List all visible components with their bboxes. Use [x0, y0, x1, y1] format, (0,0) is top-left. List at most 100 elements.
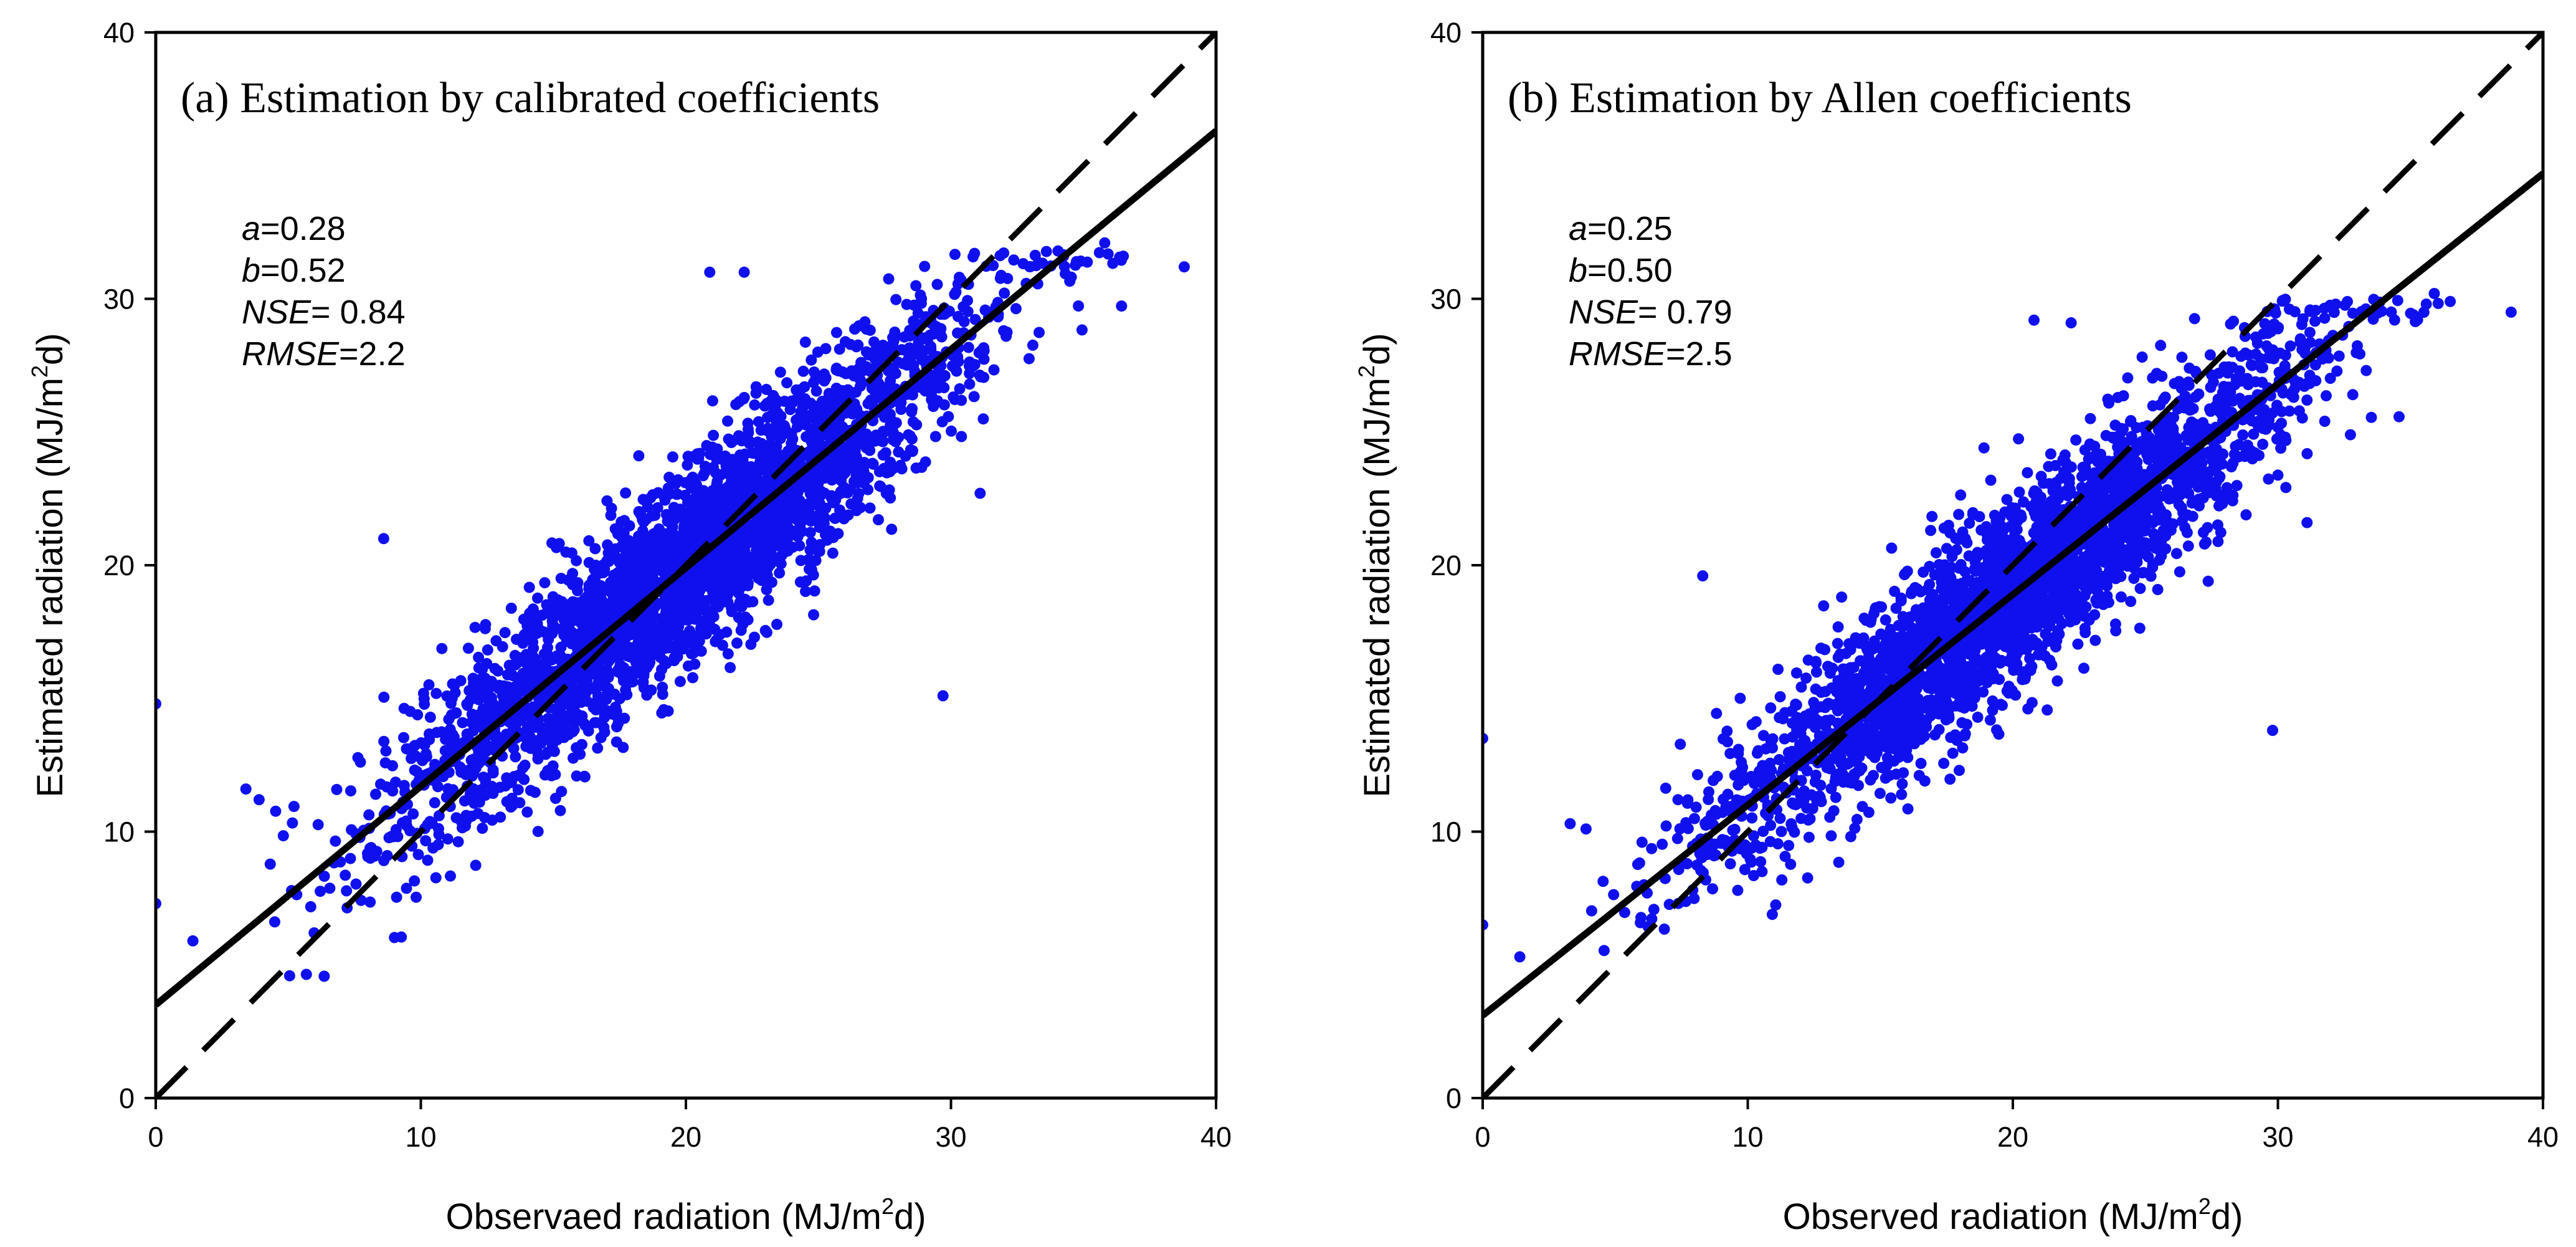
data-point: [964, 378, 976, 390]
data-point: [506, 793, 518, 804]
stat-line: b=0.52: [242, 252, 346, 289]
data-point: [931, 279, 943, 290]
data-point: [682, 614, 694, 626]
data-point: [633, 506, 645, 517]
data-point: [632, 592, 644, 604]
data-point: [638, 682, 650, 694]
data-point: [592, 742, 604, 754]
data-point: [867, 458, 879, 470]
data-point: [498, 695, 510, 707]
data-point: [550, 712, 562, 724]
data-point: [499, 627, 511, 639]
data-point: [429, 758, 440, 770]
data-point: [452, 836, 464, 848]
x-axis-title: Observaed radiation (MJ/m2d): [445, 1193, 926, 1237]
data-point: [766, 507, 777, 518]
data-point: [726, 454, 738, 466]
data-point: [553, 538, 565, 550]
data-point: [723, 553, 734, 565]
data-point: [643, 576, 655, 587]
data-point: [1081, 256, 1093, 268]
data-point: [1930, 547, 1942, 558]
y-axis-title-tail: d): [30, 333, 70, 365]
data-point: [1660, 782, 1671, 794]
data-point: [810, 487, 822, 499]
data-point: [345, 853, 356, 864]
data-point: [817, 398, 829, 409]
data-point: [919, 260, 931, 272]
data-point: [264, 858, 276, 870]
data-point: [330, 835, 341, 847]
data-point: [391, 891, 402, 903]
data-point: [1772, 664, 1784, 675]
data-point: [562, 710, 574, 722]
data-point: [525, 631, 537, 643]
data-point: [848, 370, 860, 382]
data-point: [571, 742, 582, 753]
data-point: [858, 365, 869, 376]
data-point: [949, 249, 961, 260]
regression-line: [156, 128, 1216, 1008]
data-point: [536, 671, 548, 682]
data-point: [1836, 591, 1848, 603]
data-point: [964, 356, 976, 368]
data-point: [2240, 509, 2252, 521]
data-point: [912, 307, 924, 319]
data-point: [880, 487, 892, 499]
data-point: [904, 430, 916, 442]
data-point: [598, 722, 610, 733]
data-point: [962, 342, 974, 353]
data-point: [1675, 738, 1686, 750]
data-point: [1690, 801, 1702, 813]
data-point: [814, 545, 825, 557]
data-point: [2187, 510, 2198, 522]
data-point: [387, 760, 398, 772]
data-point: [500, 780, 511, 792]
data-point: [816, 470, 828, 482]
data-point: [2227, 495, 2238, 507]
data-point: [492, 665, 504, 677]
data-point: [1682, 794, 1694, 806]
data-point: [810, 555, 822, 566]
data-point: [601, 664, 613, 676]
data-point: [484, 742, 496, 753]
data-point: [1034, 327, 1045, 338]
data-point: [725, 662, 736, 674]
data-point: [615, 596, 627, 608]
data-point: [587, 698, 599, 710]
data-point: [589, 543, 601, 555]
data-point: [1708, 850, 1720, 862]
data-point: [682, 451, 694, 462]
data-point: [893, 431, 905, 443]
data-point: [968, 391, 980, 403]
data-point: [1851, 813, 1863, 825]
data-point: [539, 690, 551, 702]
data-point: [962, 295, 973, 307]
data-point: [571, 664, 583, 676]
data-point: [637, 494, 649, 505]
data-point: [612, 566, 624, 578]
data-point: [675, 511, 687, 523]
data-point: [1783, 839, 1795, 851]
data-point: [340, 869, 351, 881]
data-point: [929, 381, 941, 393]
data-point: [657, 539, 668, 551]
data-point: [954, 383, 966, 394]
data-point: [449, 687, 461, 699]
data-point: [1865, 774, 1876, 786]
y-tick-label: 20: [103, 550, 135, 581]
data-point: [556, 786, 568, 798]
stat-value: =0.28: [260, 210, 346, 247]
x-tick-label: 30: [935, 1121, 966, 1153]
data-point: [568, 689, 579, 701]
data-point: [455, 675, 467, 687]
data-point: [2309, 315, 2321, 327]
data-point: [648, 629, 660, 641]
stat-label: NSE: [242, 294, 311, 331]
data-point: [606, 708, 618, 720]
data-point: [630, 566, 642, 578]
data-point: [817, 511, 829, 522]
data-point: [1947, 747, 1959, 759]
data-point: [2078, 662, 2089, 674]
